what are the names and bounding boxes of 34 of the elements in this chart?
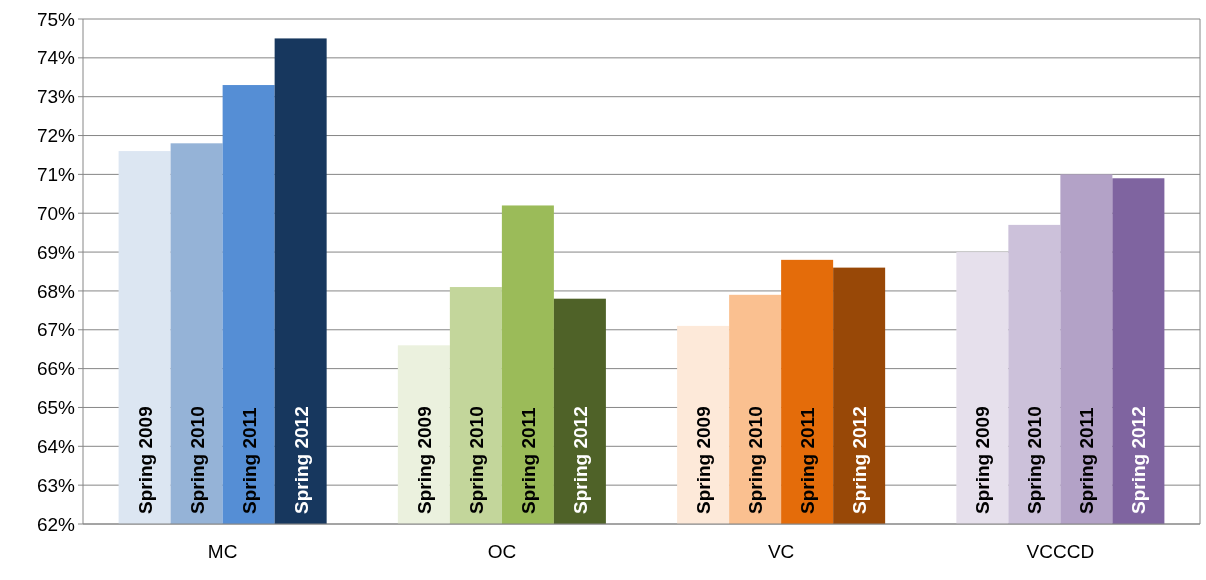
- text: Spring 2009: [693, 406, 715, 514]
- y-tick-label: 66%: [36, 358, 76, 380]
- text: Spring 2010: [465, 406, 487, 514]
- y-tick-label: 71%: [36, 164, 76, 186]
- text: Spring 2010: [745, 406, 767, 514]
- text: Spring 2012: [1128, 406, 1150, 514]
- text: Spring 2011: [517, 407, 539, 514]
- y-tick-label: 63%: [36, 474, 76, 496]
- text: Spring 2012: [569, 406, 591, 514]
- text: Spring 2009: [413, 406, 435, 514]
- text: Spring 2011: [1076, 407, 1098, 514]
- y-tick-label: 68%: [36, 280, 76, 302]
- y-tick-label: 74%: [36, 47, 76, 69]
- y-tick-label: 70%: [36, 202, 76, 224]
- text: Spring 2011: [797, 407, 819, 514]
- x-tick-label: VCCCD: [1026, 541, 1095, 562]
- text: Spring 2012: [849, 406, 871, 514]
- series-label: Spring 2011: [238, 406, 260, 514]
- y-tick-label: 69%: [36, 241, 76, 263]
- x-tick-label: VC: [767, 541, 795, 562]
- text: Spring 2009: [972, 406, 994, 514]
- x-tick-label: MC: [207, 541, 238, 562]
- y-tick-label: 64%: [36, 435, 76, 457]
- y-tick-label: 73%: [36, 86, 76, 108]
- y-tick-label: 67%: [36, 319, 76, 341]
- text: Spring 2010: [1024, 406, 1046, 514]
- y-tick-label: 75%: [36, 8, 76, 30]
- series-label: Spring 2009: [134, 406, 156, 514]
- y-tick-label: 72%: [36, 125, 76, 147]
- y-tick-label: 62%: [36, 513, 76, 535]
- y-tick-label: 65%: [36, 397, 76, 419]
- series-label: Spring 2012: [290, 406, 312, 514]
- x-tick-label: OC: [487, 541, 517, 562]
- series-label: Spring 2010: [186, 406, 208, 514]
